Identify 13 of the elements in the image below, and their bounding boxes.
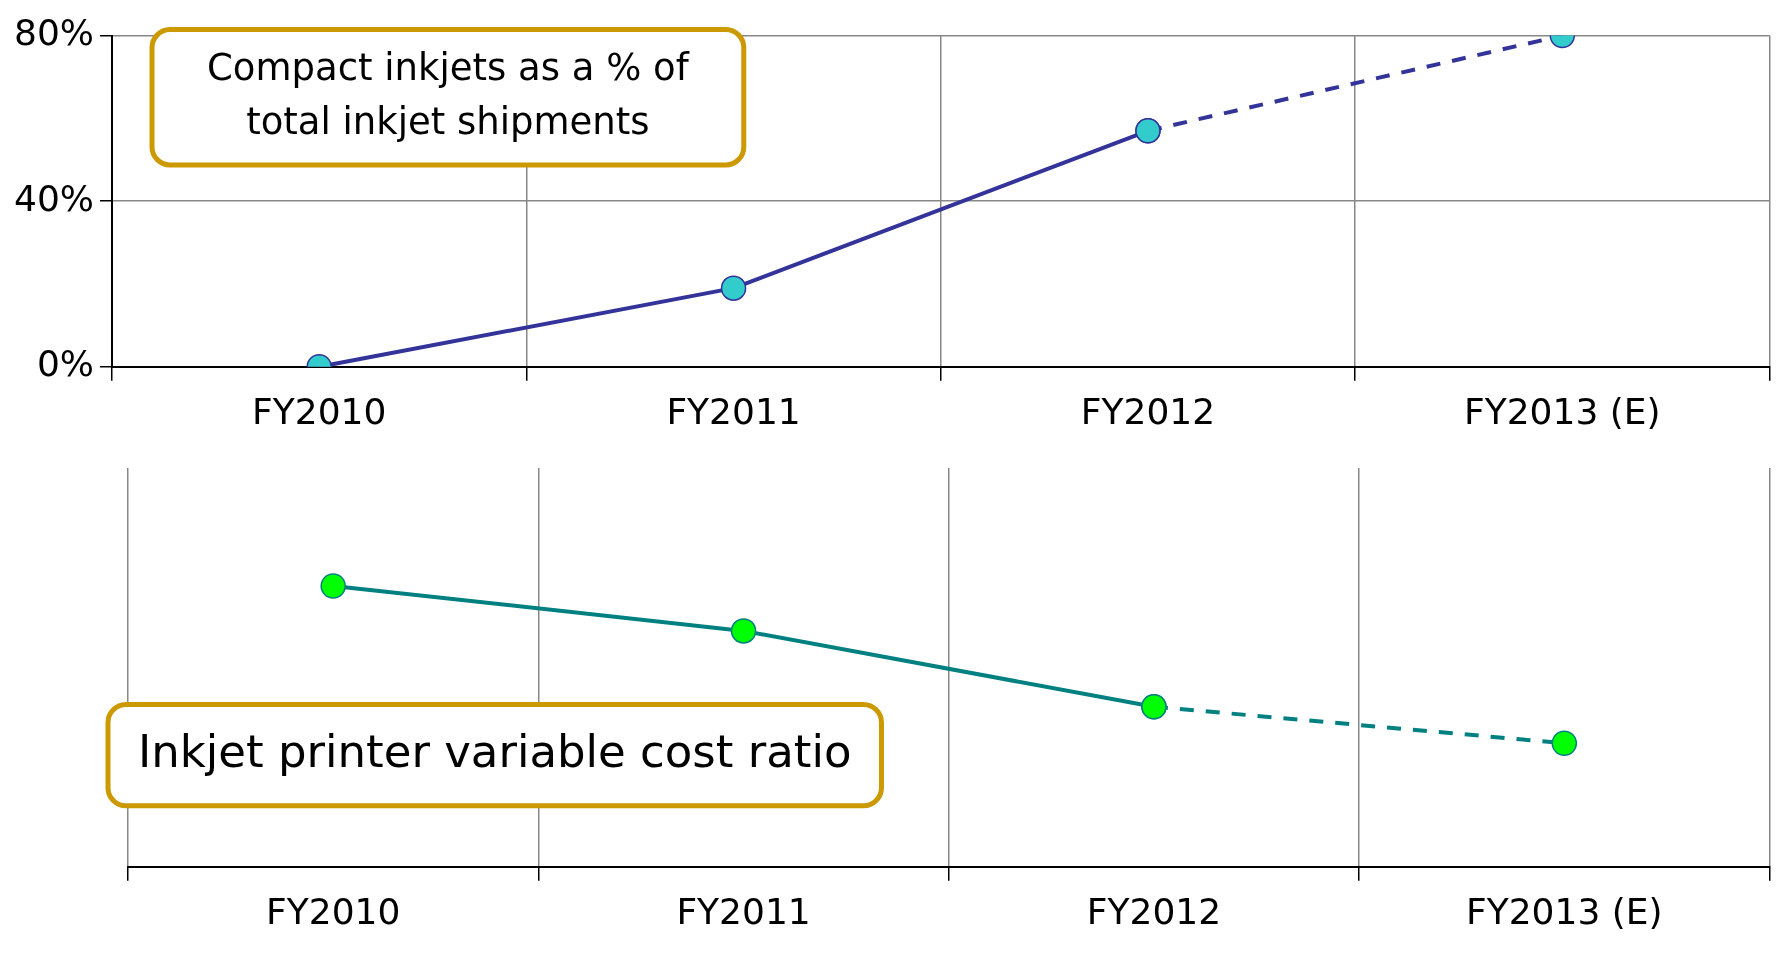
annotation: Compact inkjets as a % of total inkjet shipments	[207, 46, 690, 143]
x-tick-label: FY2010	[266, 890, 401, 932]
annotation: Inkjet printer variable cost ratio	[137, 724, 852, 778]
y-tick-label: 40%	[14, 177, 95, 219]
x-tick-label: FY2013 (E)	[1466, 890, 1663, 932]
x-tick-label: FY2010	[252, 390, 387, 432]
x-tick-label: FY2011	[676, 890, 811, 932]
x-tick-label: FY2012	[1080, 390, 1216, 432]
y-tick-label: 80%	[14, 11, 95, 53]
x-tick-label: FY2013 (E)	[1464, 390, 1661, 432]
x-tick-label: FY2012	[1086, 890, 1222, 932]
y-tick-label: 0%	[36, 343, 95, 385]
x-tick-label: FY2011	[666, 390, 801, 432]
